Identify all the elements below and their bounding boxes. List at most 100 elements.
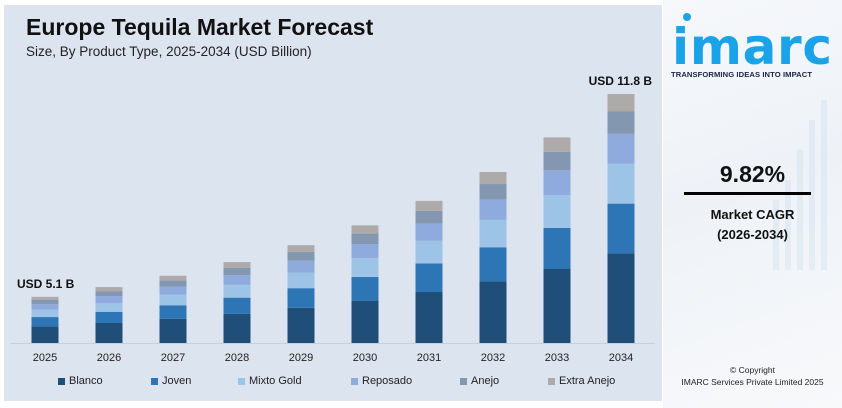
logo-text: imarc — [672, 18, 830, 72]
bar-segment-anejo-2034 — [607, 111, 635, 134]
bar-segment-extra-anejo-2030 — [351, 225, 379, 234]
bar-segment-blanco-2034 — [607, 253, 635, 343]
x-tick-label: 2026 — [97, 352, 121, 364]
bar-segment-joven-2026 — [95, 311, 123, 323]
bar-segment-reposado-2026 — [95, 296, 123, 303]
legend-label: Extra Anejo — [559, 375, 616, 387]
bar-segment-blanco-2025 — [31, 326, 59, 343]
bar-segment-blanco-2031 — [415, 291, 443, 343]
bar-segment-mixto-gold-2032 — [479, 219, 507, 248]
total-label-2025: USD 5.1 B — [17, 277, 75, 291]
bar-segment-extra-anejo-2032 — [479, 172, 507, 185]
bar-segment-mixto-gold-2034 — [607, 163, 635, 204]
legend-item-mixto-gold: Mixto Gold — [238, 375, 302, 387]
bar-segment-mixto-gold-2031 — [415, 240, 443, 264]
bar-segment-reposado-2034 — [607, 133, 635, 164]
x-tick-label: 2034 — [609, 352, 633, 364]
bar-segment-reposado-2027 — [159, 286, 187, 295]
copyright: © Copyright IMARC Services Private Limit… — [663, 364, 842, 388]
cagr-label-text: Market CAGR — [710, 207, 795, 222]
bar-segment-anejo-2025 — [31, 299, 59, 305]
background-chart-graphic — [773, 100, 827, 270]
bar-segment-mixto-gold-2026 — [95, 302, 123, 312]
bar-segment-reposado-2029 — [287, 260, 315, 273]
bar-segment-reposado-2025 — [31, 304, 59, 310]
side-panel — [663, 0, 842, 408]
chart-subtitle: Size, By Product Type, 2025-2034 (USD Bi… — [26, 44, 312, 59]
bar-segment-joven-2034 — [607, 203, 635, 254]
bar-segment-joven-2029 — [287, 288, 315, 308]
copyright-line1: © Copyright — [729, 365, 775, 375]
legend-swatch — [548, 377, 555, 385]
bar-segment-reposado-2030 — [351, 244, 379, 259]
imarc-logo: imarc — [672, 13, 832, 72]
bar-segment-mixto-gold-2033 — [543, 194, 571, 228]
bar-segment-joven-2033 — [543, 227, 571, 269]
bar-segment-joven-2031 — [415, 263, 443, 292]
bar-segment-extra-anejo-2029 — [287, 245, 315, 252]
bar-segment-anejo-2032 — [479, 184, 507, 200]
x-tick-label: 2030 — [353, 352, 377, 364]
bar-segment-joven-2028 — [223, 297, 251, 314]
bar-segment-reposado-2032 — [479, 199, 507, 220]
x-tick-label: 2025 — [33, 352, 57, 364]
bar-segment-reposado-2033 — [543, 170, 571, 195]
divider — [684, 192, 811, 195]
bar-segment-mixto-gold-2030 — [351, 258, 379, 278]
bar-segment-joven-2027 — [159, 305, 187, 319]
bar-segment-blanco-2026 — [95, 322, 123, 343]
bar-segment-extra-anejo-2028 — [223, 262, 251, 268]
x-tick-label: 2029 — [289, 352, 313, 364]
bar-segment-anejo-2026 — [95, 291, 123, 297]
bar-segment-anejo-2029 — [287, 251, 315, 261]
cagr-value: 9.82% — [719, 161, 786, 187]
cagr-label: Market CAGR (2026-2034) — [663, 205, 842, 245]
bar-segment-anejo-2030 — [351, 233, 379, 245]
bar-segment-anejo-2027 — [159, 280, 187, 287]
bar-segment-anejo-2028 — [223, 267, 251, 276]
bar-segment-joven-2032 — [479, 247, 507, 282]
bar-segment-mixto-gold-2029 — [287, 272, 315, 289]
total-label-2034: USD 11.8 B — [589, 74, 653, 88]
bar-segment-extra-anejo-2034 — [607, 94, 635, 112]
x-tick-label: 2031 — [417, 352, 441, 364]
bar-segment-mixto-gold-2027 — [159, 294, 187, 306]
x-tick-label: 2032 — [481, 352, 505, 364]
chart-title: Europe Tequila Market Forecast — [26, 14, 374, 40]
legend-item-anejo: Anejo — [460, 375, 499, 387]
legend-label: Blanco — [69, 375, 103, 387]
legend-swatch — [351, 377, 358, 385]
bar-segment-extra-anejo-2031 — [415, 200, 443, 211]
bar-segment-mixto-gold-2025 — [31, 309, 59, 318]
bar-segment-extra-anejo-2025 — [31, 296, 59, 300]
x-tick-label: 2028 — [225, 352, 249, 364]
bar-segment-mixto-gold-2028 — [223, 284, 251, 298]
bar-segment-anejo-2033 — [543, 151, 571, 171]
bar-segment-blanco-2029 — [287, 307, 315, 343]
copyright-line2: IMARC Services Private Limited 2025 — [681, 377, 824, 387]
bar-segment-extra-anejo-2033 — [543, 137, 571, 152]
legend-label: Mixto Gold — [249, 375, 302, 387]
bar-segment-reposado-2028 — [223, 275, 251, 285]
legend-item-joven: Joven — [151, 375, 191, 387]
legend-swatch — [460, 377, 467, 385]
bar-segment-joven-2030 — [351, 277, 379, 301]
brand-tagline: TRANSFORMING IDEAS INTO IMPACT — [671, 70, 813, 79]
legend-swatch — [58, 377, 65, 385]
x-tick-label: 2027 — [161, 352, 185, 364]
legend-swatch — [151, 377, 158, 385]
bar-segment-blanco-2032 — [479, 281, 507, 343]
legend-swatch — [238, 377, 245, 385]
x-tick-label: 2033 — [545, 352, 569, 364]
bar-chart: 2025 2026 2027 2028 2029 2030 2031 2032 2033 2034… — [10, 74, 655, 364]
bar-segment-blanco-2033 — [543, 268, 571, 343]
bar-segment-blanco-2027 — [159, 318, 187, 343]
cagr-period: (2026-2034) — [717, 227, 788, 242]
bar-segment-extra-anejo-2027 — [159, 275, 187, 281]
bar-segment-blanco-2028 — [223, 313, 251, 343]
bar-segment-blanco-2030 — [351, 300, 379, 343]
legend-item-reposado: Reposado — [351, 375, 412, 387]
bar-segment-extra-anejo-2026 — [95, 287, 123, 292]
bar-segment-reposado-2031 — [415, 223, 443, 241]
legend-label: Reposado — [362, 375, 413, 387]
